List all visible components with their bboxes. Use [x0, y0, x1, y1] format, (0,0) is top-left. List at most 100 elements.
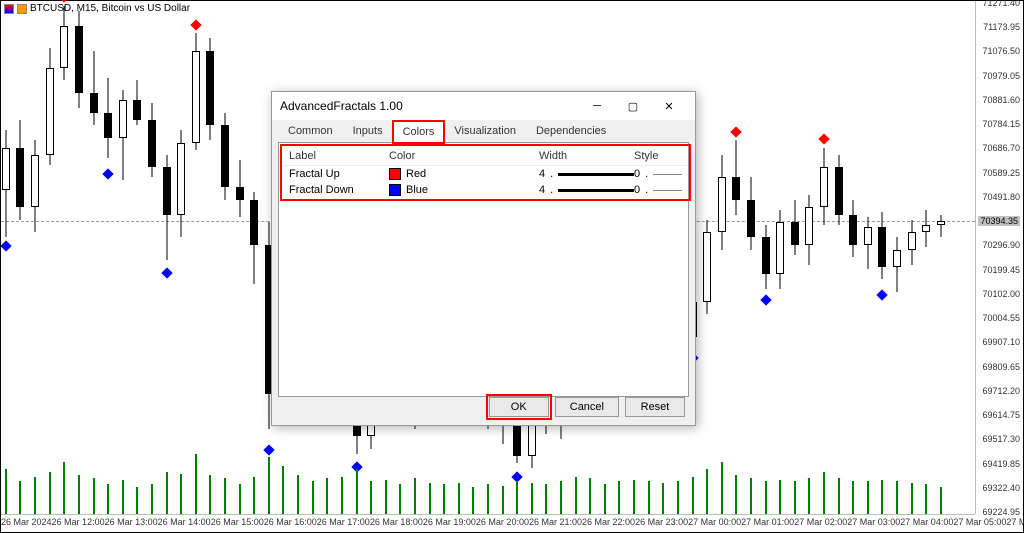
- dialog-tabs: Common Inputs Colors Visualization Depen…: [272, 120, 695, 142]
- volume-bar: [487, 484, 489, 514]
- candle: [849, 200, 857, 257]
- candle: [177, 130, 185, 237]
- volume-bar: [122, 480, 124, 515]
- table-row[interactable]: Fractal Down Blue 4. 0.: [283, 182, 688, 198]
- candle: [922, 210, 930, 247]
- style-value: 0: [634, 184, 640, 196]
- volume-bar: [195, 454, 197, 514]
- volume-bar: [896, 481, 898, 514]
- volume-bar: [852, 481, 854, 514]
- style-sample[interactable]: [653, 190, 682, 191]
- cancel-button[interactable]: Cancel: [555, 397, 619, 417]
- maximize-button[interactable]: ▢: [615, 96, 651, 116]
- price-tick: 69712.20: [982, 386, 1020, 396]
- price-tick: 69517.30: [982, 434, 1020, 444]
- tab-colors[interactable]: Colors: [393, 121, 445, 143]
- table-row[interactable]: Fractal Up Red 4. 0.: [283, 166, 688, 182]
- time-tick: 26 Mar 17:00: [317, 515, 370, 532]
- width-value: 4: [539, 184, 545, 196]
- volume-bar: [19, 481, 21, 514]
- price-tick: 70394.35: [978, 216, 1020, 226]
- volume-bar: [940, 487, 942, 514]
- volume-bar: [794, 481, 796, 514]
- candle: [776, 210, 784, 290]
- volume-bar: [180, 474, 182, 515]
- candle: [163, 155, 171, 259]
- volume-bar: [356, 469, 358, 514]
- price-tick: 70102.00: [982, 289, 1020, 299]
- volume-bar: [692, 477, 694, 515]
- col-style: Style: [634, 150, 682, 162]
- width-sample[interactable]: [558, 173, 634, 176]
- candle: [236, 160, 244, 217]
- fractal-down-marker: [760, 295, 771, 306]
- time-tick: 26 Mar 21:00: [529, 515, 582, 532]
- row-label: Fractal Down: [289, 184, 389, 196]
- volume-bar: [633, 480, 635, 515]
- volume-bar: [326, 478, 328, 514]
- candle: [90, 51, 98, 126]
- volume-bar: [706, 469, 708, 514]
- color-swatch[interactable]: [389, 184, 401, 196]
- volume-bar: [545, 484, 547, 514]
- tab-common[interactable]: Common: [278, 120, 343, 142]
- candle: [148, 103, 156, 178]
- fractal-down-marker: [102, 168, 113, 179]
- volume-bar: [472, 487, 474, 514]
- ok-button[interactable]: OK: [489, 397, 549, 417]
- candle: [104, 78, 112, 158]
- color-swatch[interactable]: [389, 168, 401, 180]
- style-sample[interactable]: [653, 174, 682, 175]
- price-tick: 70686.70: [982, 143, 1020, 153]
- volume-bar: [224, 478, 226, 514]
- time-axis: 26 Mar 202426 Mar 12:0026 Mar 13:0026 Ma…: [1, 514, 975, 532]
- fractal-up-marker: [731, 126, 742, 137]
- width-value: 4: [539, 168, 545, 180]
- volume-bar: [750, 478, 752, 514]
- close-button[interactable]: ✕: [651, 96, 687, 116]
- volume-bar: [458, 483, 460, 515]
- time-tick: 26 Mar 18:00: [370, 515, 423, 532]
- color-table: Label Color Width Style Fractal Up Red 4…: [283, 147, 688, 198]
- color-name: Blue: [406, 184, 428, 196]
- time-tick: 26 Mar 19:00: [423, 515, 476, 532]
- price-tick: 71173.95: [983, 22, 1020, 32]
- reset-button[interactable]: Reset: [625, 397, 685, 417]
- dialog-titlebar[interactable]: AdvancedFractals 1.00 ─ ▢ ✕: [272, 92, 695, 120]
- col-label: Label: [289, 150, 389, 162]
- volume-bar: [502, 486, 504, 515]
- time-tick: 26 Mar 15:00: [211, 515, 264, 532]
- volume-bar: [531, 483, 533, 515]
- tab-inputs[interactable]: Inputs: [343, 120, 393, 142]
- volume-bar: [49, 472, 51, 514]
- volume-bar: [838, 478, 840, 514]
- width-sample[interactable]: [558, 189, 634, 192]
- candle: [133, 80, 141, 125]
- minimize-button[interactable]: ─: [579, 96, 615, 116]
- volume-bar: [107, 484, 109, 514]
- time-tick: 26 Mar 16:00: [264, 515, 317, 532]
- color-table-header: Label Color Width Style: [283, 147, 688, 166]
- volume-bar: [429, 483, 431, 515]
- volume-bar: [93, 478, 95, 514]
- tab-dependencies[interactable]: Dependencies: [526, 120, 616, 142]
- style-value: 0: [634, 168, 640, 180]
- volume-bar: [823, 472, 825, 514]
- volume-bar: [312, 481, 314, 514]
- volume-container: [1, 454, 975, 514]
- volume-bar: [414, 478, 416, 514]
- time-tick: 26 Mar 13:00: [105, 515, 158, 532]
- candle: [864, 217, 872, 269]
- time-tick: 27 Mar 03:00: [847, 515, 900, 532]
- price-tick: 71076.50: [982, 46, 1020, 56]
- fractal-down-marker: [161, 267, 172, 278]
- volume-bar: [239, 484, 241, 514]
- tab-visualization[interactable]: Visualization: [444, 120, 526, 142]
- candle: [791, 200, 799, 255]
- candle: [762, 225, 770, 290]
- volume-bar: [779, 480, 781, 515]
- fractal-down-marker: [877, 290, 888, 301]
- volume-bar: [560, 481, 562, 514]
- volume-bar: [78, 475, 80, 514]
- volume-bar: [5, 469, 7, 514]
